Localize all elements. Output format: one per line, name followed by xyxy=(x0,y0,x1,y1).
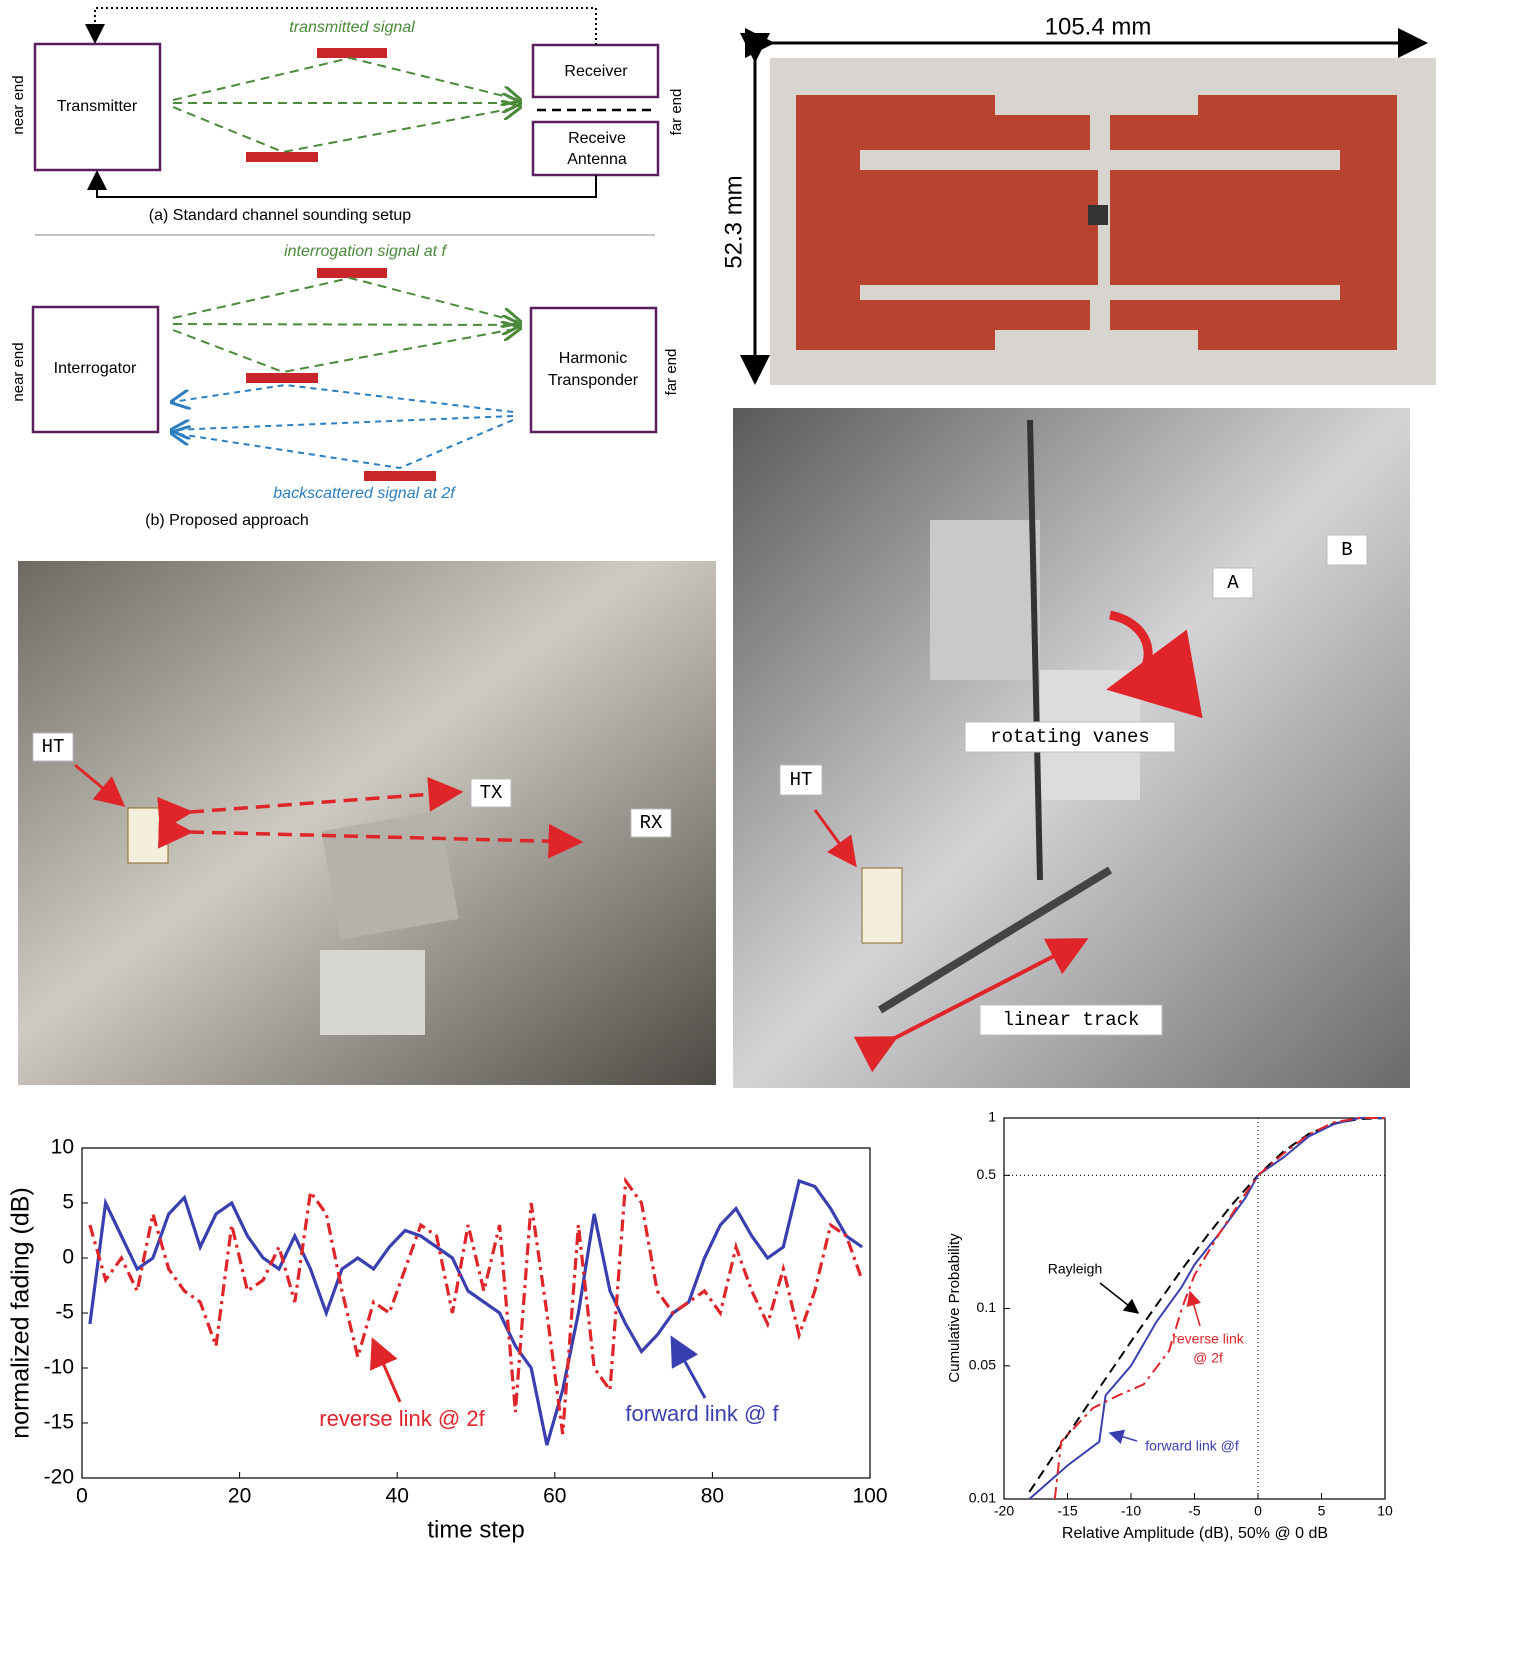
photo-label: HT xyxy=(790,769,813,791)
caption: (b) Proposed approach xyxy=(145,512,309,529)
signal-paths xyxy=(172,56,520,154)
backscatter-paths xyxy=(172,383,514,470)
y-axis-label: normalized fading (dB) xyxy=(7,1187,35,1439)
x-axis-label: time step xyxy=(427,1516,524,1543)
annotation: Rayleigh xyxy=(1048,1261,1102,1277)
label: near end xyxy=(10,342,27,401)
link-arrow xyxy=(157,776,464,832)
annotation: reverse link xyxy=(1172,1331,1245,1347)
x-tick-label: 80 xyxy=(701,1484,724,1507)
chamber-photo-right: A B rotating vanes HT linear track xyxy=(733,408,1410,1088)
annotation: forward link @ f xyxy=(625,1401,779,1426)
annotation: reverse link @ 2f xyxy=(319,1406,485,1431)
transponder xyxy=(861,867,903,944)
annotation-arrow xyxy=(670,1335,707,1399)
annotation-arrow xyxy=(370,1337,402,1403)
chamber-photo-left: HT TX RX xyxy=(18,561,716,1085)
x-tick-label: 20 xyxy=(228,1484,251,1507)
y-tick-label: -15 xyxy=(44,1411,74,1434)
label: Receive xyxy=(568,130,626,147)
sync-link xyxy=(85,7,597,45)
x-tick-label: 0 xyxy=(1254,1502,1262,1518)
x-tick-label: -20 xyxy=(994,1502,1014,1518)
label: Transponder xyxy=(548,372,639,389)
photo-label: rotating vanes xyxy=(990,726,1150,748)
diagram-b: Interrogator Harmonic Transponder near e… xyxy=(10,243,680,529)
pulse xyxy=(246,373,318,383)
photo-label: HT xyxy=(42,736,65,758)
pulse xyxy=(317,48,387,58)
y-tick-label: -20 xyxy=(44,1466,74,1489)
x-tick-label: 0 xyxy=(76,1484,88,1507)
y-tick-label: 0.1 xyxy=(977,1299,997,1315)
series-line xyxy=(1053,1117,1385,1500)
y-tick-label: 10 xyxy=(51,1136,74,1159)
pulse xyxy=(246,152,318,162)
y-tick-label: -5 xyxy=(55,1301,74,1324)
label: Harmonic xyxy=(559,350,627,367)
transponder xyxy=(127,807,169,864)
diode xyxy=(1088,205,1108,225)
y-tick-label: 0.05 xyxy=(969,1357,996,1373)
y-tick-label: 5 xyxy=(62,1191,74,1214)
cable-link xyxy=(87,170,597,198)
board-photo: 105.4 mm 52.3 mm xyxy=(720,13,1436,385)
pulse xyxy=(364,471,436,481)
diagram-a: Transmitter Receiver Receive Antenna nea… xyxy=(10,7,685,236)
label: Receiver xyxy=(564,63,628,80)
dimension-label: 52.3 mm xyxy=(720,175,747,268)
caption: (a) Standard channel sounding setup xyxy=(149,207,412,224)
label: backscattered signal at 2f xyxy=(273,485,456,502)
vane xyxy=(321,810,459,940)
series-line xyxy=(1028,1117,1385,1500)
label: far end xyxy=(668,89,685,136)
y-tick-label: 0.01 xyxy=(969,1490,996,1506)
y-tick-label: 0 xyxy=(62,1246,74,1269)
photo-label: A xyxy=(1227,572,1239,594)
x-tick-label: -15 xyxy=(1057,1502,1077,1518)
annotation: forward link @f xyxy=(1145,1438,1239,1454)
photo-label: B xyxy=(1341,539,1352,561)
vane xyxy=(320,950,425,1035)
photo-label: TX xyxy=(480,782,503,804)
annotation-arrow xyxy=(1099,1282,1140,1314)
series-line xyxy=(88,1178,864,1446)
label: Interrogator xyxy=(54,360,137,377)
label: far end xyxy=(663,349,680,396)
vane xyxy=(930,520,1040,680)
label: interrogation signal at f xyxy=(284,243,447,260)
label: near end xyxy=(10,75,27,134)
x-tick-label: 60 xyxy=(543,1484,566,1507)
x-tick-label: -5 xyxy=(1188,1502,1201,1518)
label: Antenna xyxy=(567,151,627,168)
x-tick-label: 5 xyxy=(1318,1502,1326,1518)
label: transmitted signal xyxy=(289,19,415,36)
interrogator-box xyxy=(31,305,160,434)
annotation: @ 2f xyxy=(1193,1350,1223,1366)
annotation-arrow xyxy=(1186,1290,1202,1327)
x-tick-label: 10 xyxy=(1377,1502,1393,1518)
photo-label: linear track xyxy=(1003,1009,1140,1031)
label: Transmitter xyxy=(57,98,138,115)
x-axis-label: Relative Amplitude (dB), 50% @ 0 dB xyxy=(1062,1525,1328,1542)
y-axis-label: Cumulative Probability xyxy=(946,1233,963,1383)
y-tick-label: -10 xyxy=(44,1356,74,1379)
series-line xyxy=(88,1176,864,1435)
x-tick-label: -10 xyxy=(1121,1502,1141,1518)
annotation-arrow xyxy=(1108,1429,1138,1445)
photo-label: RX xyxy=(640,812,663,834)
transponder-box xyxy=(529,306,658,434)
x-tick-label: 40 xyxy=(386,1484,409,1507)
pulse xyxy=(317,268,387,278)
antenna-arm xyxy=(796,95,1098,350)
dimension-label: 105.4 mm xyxy=(1045,13,1152,40)
series-line xyxy=(1028,1117,1386,1493)
forward-paths xyxy=(172,276,520,374)
y-tick-label: 0.5 xyxy=(977,1166,997,1182)
antenna-arm xyxy=(1110,95,1397,350)
y-tick-label: 1 xyxy=(988,1109,996,1125)
x-tick-label: 100 xyxy=(852,1484,887,1507)
